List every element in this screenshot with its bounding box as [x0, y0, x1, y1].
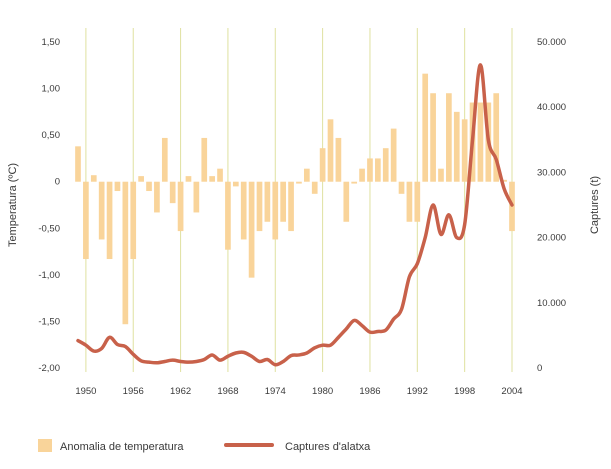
temperature-bar-1986 [367, 158, 373, 182]
temperature-bar-1991 [406, 181, 413, 222]
temperature-bar-1978 [303, 168, 310, 182]
x-tick-label: 1998 [454, 386, 475, 397]
legend-label-bars: Anomalia de temperatura [60, 441, 184, 453]
temperature-bar-1951 [90, 175, 97, 182]
temperature-bar-1980 [319, 148, 326, 182]
temperature-bar-1993 [422, 73, 429, 182]
temperature-bar-1949 [75, 146, 81, 182]
temperature-bar-2000 [477, 102, 484, 182]
temperature-bar-1962 [177, 181, 184, 232]
temperature-bar-2003 [501, 179, 507, 182]
temperature-bar-1984 [351, 181, 358, 184]
temperature-bar-1987 [375, 158, 381, 182]
left-tick-label: -0,50 [38, 223, 60, 234]
temperature-bar-1979 [311, 181, 318, 194]
temperature-bar-1959 [154, 181, 160, 213]
temperature-bar-1952 [98, 181, 105, 240]
temperature-bar-1950 [83, 181, 89, 260]
left-axis-title: Temperatura (ºC) [7, 163, 19, 247]
temperature-bar-1964 [193, 181, 200, 213]
temperature-bar-1965 [201, 137, 208, 182]
temperature-bar-1974 [272, 181, 279, 240]
left-tick-label: -2,00 [38, 363, 60, 374]
captures-line [76, 63, 514, 367]
temperature-bars [75, 73, 515, 325]
x-tick-label: 1980 [312, 386, 333, 397]
temperature-bar-1953 [106, 181, 113, 260]
temperature-bar-2002 [493, 93, 500, 182]
temperature-bar-1998 [461, 119, 468, 182]
temperature-bar-1972 [256, 181, 263, 232]
left-tick-label: -1,50 [38, 316, 60, 327]
temperature-bar-1982 [335, 137, 342, 182]
temperature-bar-1963 [185, 176, 192, 182]
temperature-bar-1977 [296, 181, 302, 184]
right-tick-label: 20.000 [537, 233, 566, 244]
left-tick-label: 1,00 [42, 84, 61, 95]
temperature-bar-1992 [414, 181, 421, 222]
temperature-bar-1954 [114, 181, 121, 192]
temperature-bar-1961 [169, 181, 176, 204]
temperature-bar-1983 [343, 181, 350, 222]
temperature-bar-1958 [146, 181, 152, 192]
right-tick-label: 10.000 [537, 298, 566, 309]
left-axis-ticks: 1,50 1,00 0,50 0 -0,50 -1,00 -1,50 -2,00 [38, 37, 60, 374]
x-tick-label: 1956 [123, 386, 144, 397]
temperature-bar-1976 [288, 181, 294, 232]
temperature-bar-1966 [209, 176, 215, 182]
temperature-bar-1969 [232, 181, 239, 187]
temperature-bar-1968 [225, 181, 231, 250]
temperature-bar-1975 [280, 181, 287, 222]
x-axis-ticks: 1950 1956 1962 1968 1974 1980 1986 1992 1998 2004 [75, 386, 522, 397]
temperature-bar-1967 [217, 168, 223, 182]
temperature-bar-1973 [264, 181, 271, 222]
temperature-bar-1956 [130, 181, 137, 260]
x-tick-label: 1950 [75, 386, 96, 397]
temperature-bar-1985 [359, 168, 365, 182]
legend: Anomalia de temperatura Captures d'alatx… [38, 439, 371, 453]
x-tick-label: 2004 [501, 386, 522, 397]
left-tick-label: 0 [55, 177, 60, 188]
x-tick-label: 1974 [265, 386, 286, 397]
temperature-bar-1960 [161, 137, 168, 182]
left-tick-label: 0,50 [42, 130, 61, 141]
x-tick-label: 1992 [407, 386, 428, 397]
left-tick-label: -1,00 [38, 270, 60, 281]
x-tick-label: 1986 [359, 386, 380, 397]
legend-label-line: Captures d'alatxa [285, 441, 371, 453]
temperature-bar-1957 [138, 176, 144, 182]
legend-swatch-bars [38, 439, 52, 452]
grid-lines [85, 28, 513, 372]
right-tick-label: 30.000 [537, 167, 566, 178]
temperature-bar-1996 [446, 93, 452, 182]
right-tick-label: 50.000 [537, 37, 566, 48]
x-tick-label: 1962 [170, 386, 191, 397]
temperature-bar-1955 [122, 181, 129, 325]
temperature-bar-1971 [248, 181, 255, 278]
x-tick-label: 1968 [217, 386, 238, 397]
left-tick-label: 1,50 [42, 37, 61, 48]
right-axis-ticks: 50.000 40.000 30.000 20.000 10.000 0 [537, 37, 566, 374]
temperature-bar-1994 [430, 93, 436, 182]
temperature-bar-1990 [398, 181, 405, 194]
temperature-bar-1981 [327, 119, 334, 182]
temperature-bar-1970 [240, 181, 247, 240]
right-tick-label: 40.000 [537, 102, 566, 113]
captures-line-group [76, 63, 514, 367]
right-tick-label: 0 [537, 363, 542, 374]
temperature-bar-1989 [390, 128, 397, 182]
temperature-bar-1997 [453, 111, 460, 182]
temperature-bar-1995 [438, 168, 444, 182]
temperature-bar-1988 [382, 148, 389, 182]
right-axis-title: Captures (t) [589, 176, 601, 234]
